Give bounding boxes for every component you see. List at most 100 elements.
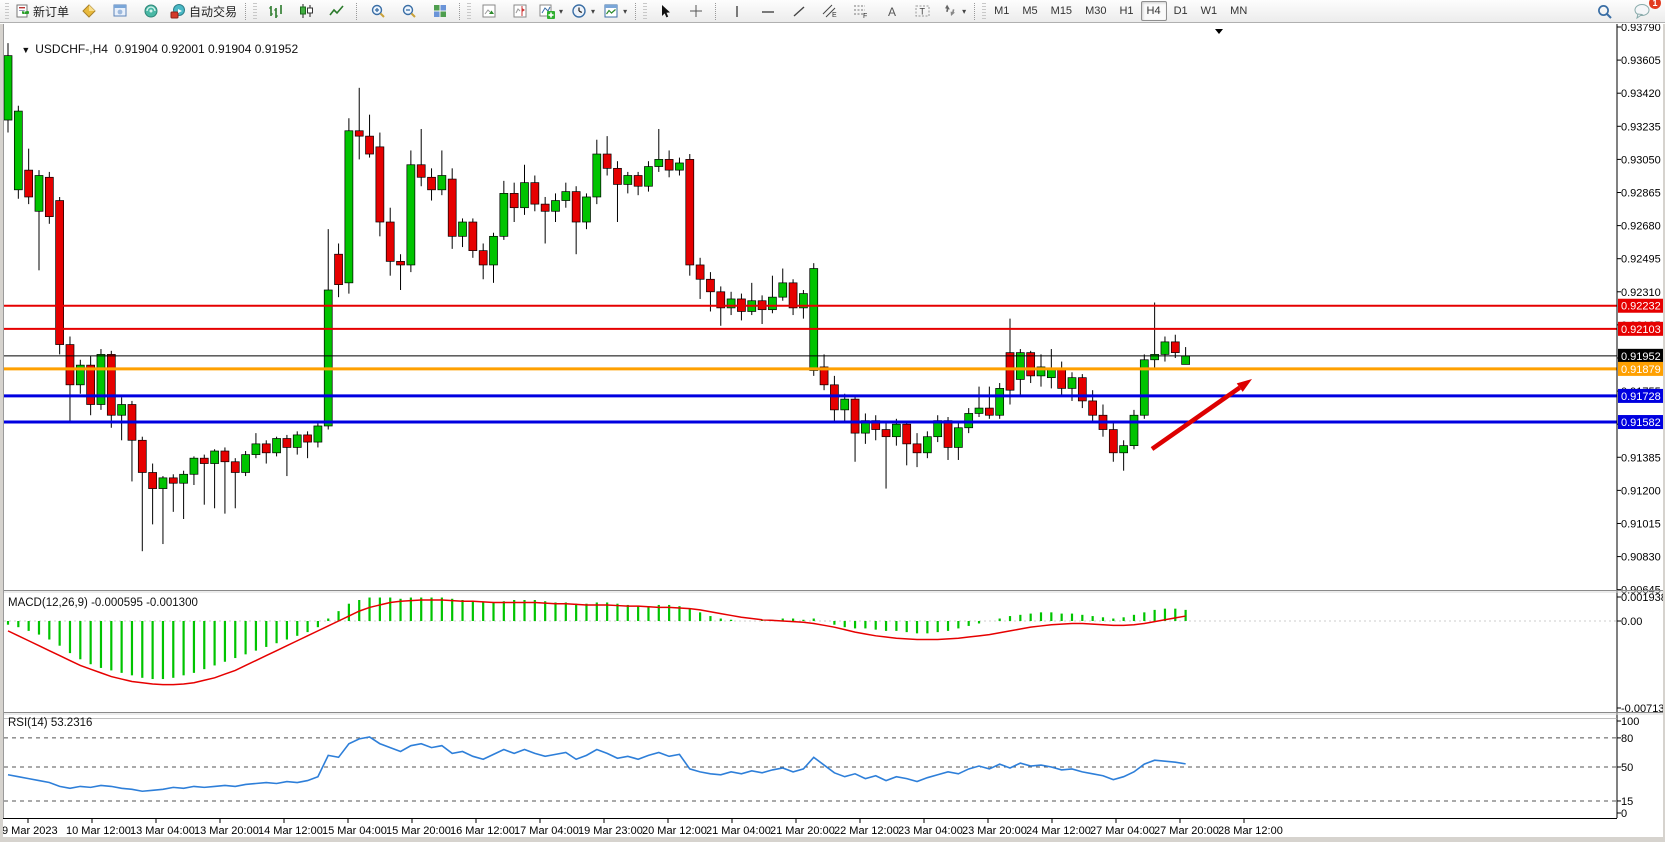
timeframe-button-w1[interactable]: W1 bbox=[1200, 5, 1218, 17]
new-order-icon: + bbox=[15, 4, 30, 19]
new-order-button[interactable]: + 新订单 bbox=[11, 0, 73, 22]
horizontal-line-icon bbox=[760, 4, 776, 19]
svg-text:0.92103: 0.92103 bbox=[1621, 324, 1661, 336]
equidistant-channel-button[interactable]: E bbox=[814, 0, 845, 22]
timeframe-button-h4[interactable]: H4 bbox=[1140, 1, 1167, 21]
svg-text:0.92865: 0.92865 bbox=[1621, 187, 1661, 199]
svg-text:9 Mar 2023: 9 Mar 2023 bbox=[2, 825, 58, 837]
toolbar-grip[interactable] bbox=[467, 3, 472, 19]
toolbar-separator bbox=[459, 2, 461, 20]
svg-text:A: A bbox=[888, 5, 896, 19]
svg-text:20 Mar 12:00: 20 Mar 12:00 bbox=[642, 825, 707, 837]
svg-text:0.93605: 0.93605 bbox=[1621, 55, 1661, 67]
price-tag-0.92103: 0.92103 bbox=[1618, 321, 1663, 336]
toolbar-grip[interactable] bbox=[5, 3, 9, 19]
teal-globe-button[interactable] bbox=[135, 0, 166, 22]
timeframe-button-h1[interactable]: H1 bbox=[1119, 5, 1134, 17]
chevron-down-icon: ▼ bbox=[21, 45, 31, 55]
price-tag-0.91879: 0.91879 bbox=[1618, 361, 1663, 376]
text-label-button[interactable]: T bbox=[907, 0, 938, 22]
bar-chart-button[interactable] bbox=[259, 0, 290, 22]
line-chart-button[interactable] bbox=[321, 0, 352, 22]
templates-button[interactable]: ▾ bbox=[599, 0, 631, 22]
window-left-edge bbox=[0, 24, 3, 842]
timeframe-button-d1[interactable]: D1 bbox=[1173, 5, 1188, 17]
panel-separator-macd-rsi[interactable] bbox=[0, 712, 1665, 715]
toolbar-grip[interactable] bbox=[643, 3, 648, 19]
zoom-out-button[interactable] bbox=[393, 0, 424, 22]
autotrade-button[interactable]: 自动交易 bbox=[166, 0, 241, 22]
macd-indicator-label: MACD(12,26,9) -0.000595 -0.001300 bbox=[8, 597, 198, 609]
toolbar-separator bbox=[635, 2, 637, 20]
svg-text:T: T bbox=[920, 7, 926, 17]
periods-icon bbox=[571, 3, 587, 19]
svg-text:22 Mar 12:00: 22 Mar 12:00 bbox=[834, 825, 899, 837]
chat-icon bbox=[1633, 3, 1651, 19]
svg-text:100: 100 bbox=[1621, 716, 1639, 728]
panel-separator-main-macd[interactable] bbox=[0, 590, 1665, 593]
timeframe-button-mn[interactable]: MN bbox=[1230, 5, 1248, 17]
tile-windows-icon bbox=[432, 3, 448, 19]
svg-text:15 Mar 04:00: 15 Mar 04:00 bbox=[322, 825, 387, 837]
rsi-panel: 100 80 50 150 bbox=[0, 716, 1639, 820]
horizontal-line-button[interactable] bbox=[752, 0, 783, 22]
indicators-button[interactable]: ▾ bbox=[535, 0, 567, 22]
toolbar-grip[interactable] bbox=[982, 3, 987, 19]
candlestick-chart-button[interactable] bbox=[290, 0, 321, 22]
svg-text:0.91385: 0.91385 bbox=[1621, 452, 1661, 464]
gold-cube-button[interactable] bbox=[73, 0, 104, 22]
time-axis[interactable]: 9 Mar 2023 10 Mar 12:00 13 Mar 04:00 13 Mar… bbox=[2, 818, 1283, 838]
text-icon: A bbox=[885, 4, 899, 19]
svg-text:0.92680: 0.92680 bbox=[1621, 221, 1661, 233]
svg-text:10 Mar 12:00: 10 Mar 12:00 bbox=[66, 825, 131, 837]
price-tag-0.91582: 0.91582 bbox=[1618, 415, 1663, 430]
svg-text:15 Mar 20:00: 15 Mar 20:00 bbox=[386, 825, 451, 837]
arrows-button[interactable]: ▾ bbox=[938, 0, 970, 22]
chevron-down-icon: ▾ bbox=[623, 6, 628, 16]
chart-window[interactable]: 0.93790 0.93605 0.93420 0.93235 0.93050 0.928… bbox=[0, 22, 1665, 842]
chart-canvas[interactable]: 0.93790 0.93605 0.93420 0.93235 0.93050 0.928… bbox=[0, 22, 1665, 842]
svg-text:0.92232: 0.92232 bbox=[1621, 301, 1661, 313]
timeframe-button-m5[interactable]: M5 bbox=[1022, 5, 1038, 17]
zoom-in-button[interactable] bbox=[362, 0, 393, 22]
tile-windows-button[interactable] bbox=[424, 0, 455, 22]
svg-text:0.91582: 0.91582 bbox=[1621, 417, 1661, 429]
trendline-button[interactable] bbox=[783, 0, 814, 22]
timeframe-button-m1[interactable]: M1 bbox=[994, 5, 1010, 17]
timeframe-button-m30[interactable]: M30 bbox=[1085, 5, 1107, 17]
scroll-position-marker[interactable] bbox=[1215, 29, 1223, 34]
vertical-line-button[interactable] bbox=[721, 0, 752, 22]
svg-text:0.90830: 0.90830 bbox=[1621, 552, 1661, 564]
fibonacci-button[interactable]: F bbox=[845, 0, 876, 22]
cursor-button[interactable] bbox=[649, 0, 680, 22]
svg-text:24 Mar 12:00: 24 Mar 12:00 bbox=[1026, 825, 1091, 837]
toolbar: + 新订单 自动交易 bbox=[0, 0, 1665, 23]
search-button[interactable] bbox=[1589, 0, 1620, 22]
toolbar-separator bbox=[245, 2, 247, 20]
search-icon bbox=[1596, 3, 1613, 20]
chart-symbol-period: USDCHF-,H4 bbox=[35, 42, 108, 56]
toolbar-grip[interactable] bbox=[253, 3, 258, 19]
toolbar-separator bbox=[974, 2, 976, 20]
autoscroll-icon bbox=[481, 3, 497, 19]
periods-button[interactable]: ▾ bbox=[567, 0, 599, 22]
svg-text:21 Mar 04:00: 21 Mar 04:00 bbox=[706, 825, 771, 837]
crosshair-button[interactable] bbox=[680, 0, 711, 22]
notification-badge: 1 bbox=[1649, 0, 1661, 9]
trendline-icon bbox=[791, 4, 807, 19]
svg-text:0.00: 0.00 bbox=[1621, 616, 1642, 628]
chart-shift-button[interactable] bbox=[504, 0, 535, 22]
vertical-line-icon bbox=[730, 4, 744, 19]
candlestick-chart-icon bbox=[298, 3, 314, 19]
arrow-annotation[interactable] bbox=[1150, 379, 1252, 451]
svg-text:0.91015: 0.91015 bbox=[1621, 518, 1661, 530]
svg-text:-0.007132: -0.007132 bbox=[1621, 703, 1665, 715]
svg-text:27 Mar 20:00: 27 Mar 20:00 bbox=[1154, 825, 1219, 837]
text-button[interactable]: A bbox=[876, 0, 907, 22]
blue-window-button[interactable] bbox=[104, 0, 135, 22]
chart-title: ▼ USDCHF-,H4 0.91904 0.92001 0.91904 0.91… bbox=[8, 28, 298, 70]
autoscroll-button[interactable] bbox=[473, 0, 504, 22]
chat-button[interactable]: 1 bbox=[1626, 0, 1661, 22]
autotrade-label: 自动交易 bbox=[189, 4, 238, 19]
timeframe-button-m15[interactable]: M15 bbox=[1050, 5, 1073, 17]
